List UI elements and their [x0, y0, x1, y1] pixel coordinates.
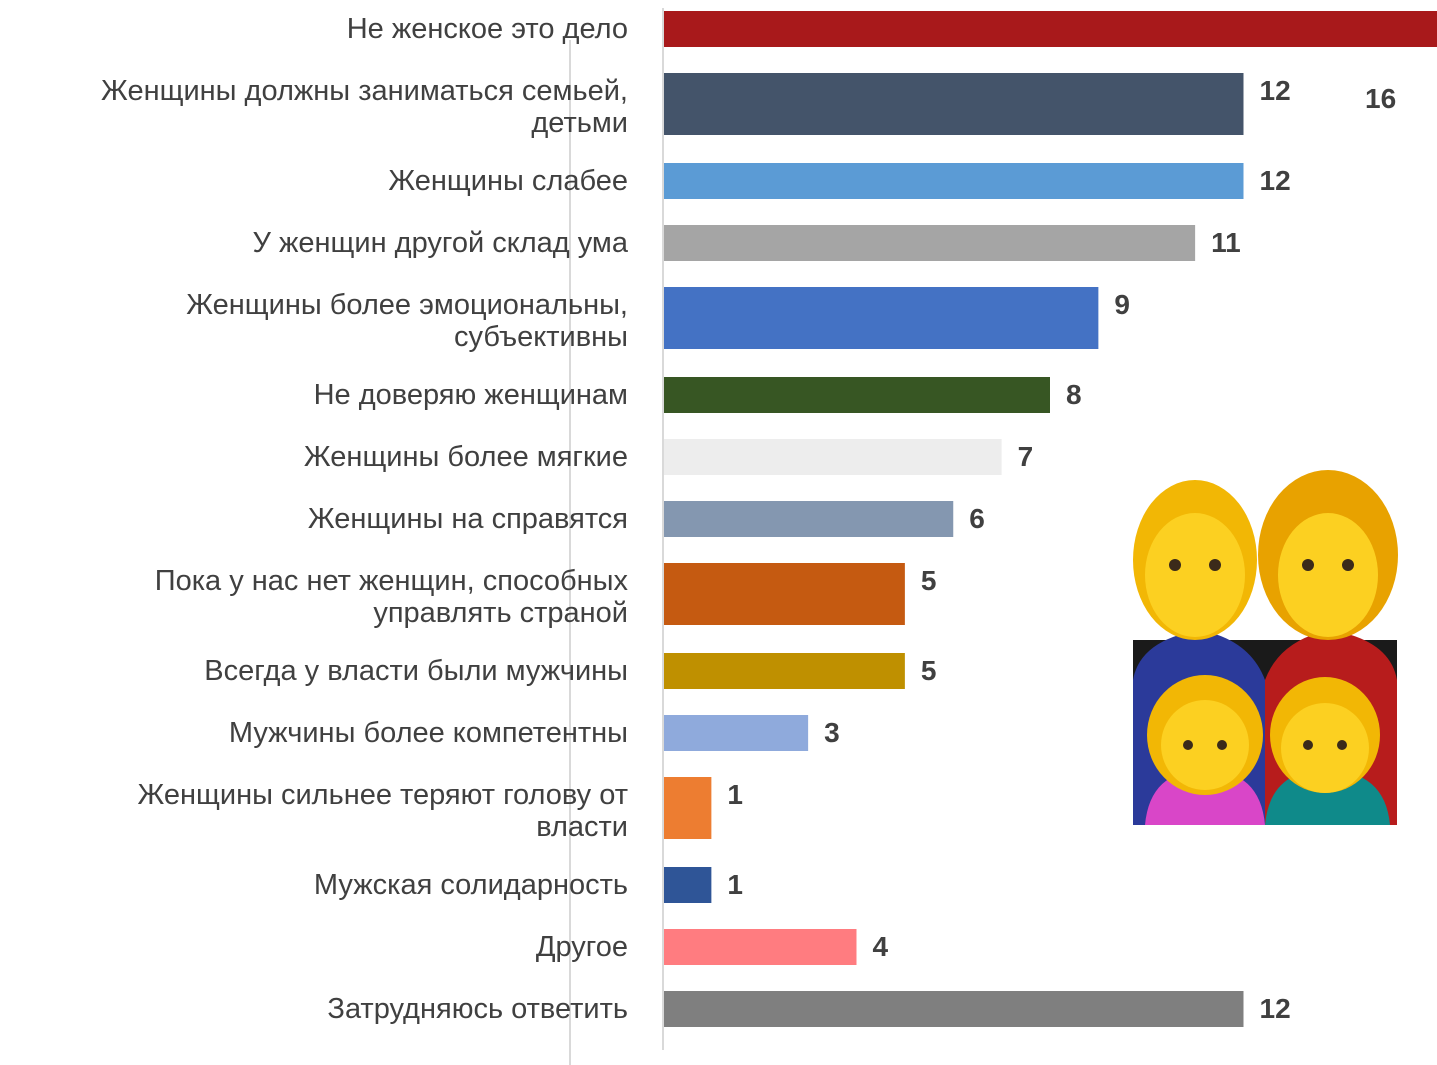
- value-label: 11: [1211, 227, 1241, 258]
- value-label: 5: [921, 565, 937, 596]
- bar: [663, 653, 905, 689]
- value-label: 9: [1114, 289, 1130, 320]
- category-label: У женщин другой склад ума: [253, 227, 629, 259]
- value-label: 4: [873, 931, 889, 962]
- category-label: Женщины слабее: [388, 165, 628, 197]
- bar: [663, 377, 1050, 413]
- value-label: 12: [1260, 75, 1291, 106]
- bar: [663, 163, 1244, 199]
- bar: [663, 991, 1244, 1027]
- category-label: Мужская солидарность: [314, 869, 628, 901]
- bar: [663, 439, 1002, 475]
- family-illustration: [1133, 470, 1398, 825]
- value-label: 8: [1066, 379, 1082, 410]
- category-label: Затрудняюсь ответить: [327, 993, 628, 1025]
- category-label: Другое: [536, 931, 628, 963]
- bar: [663, 563, 905, 625]
- category-label: Мужчины более компетентны: [229, 717, 628, 749]
- bar: [663, 225, 1196, 261]
- category-label: Всегда у власти были мужчины: [204, 655, 628, 687]
- value-label: 16: [1365, 83, 1396, 114]
- value-label: 5: [921, 655, 937, 686]
- value-label: 12: [1260, 993, 1291, 1024]
- bar: [663, 73, 1244, 135]
- value-label: 12: [1260, 165, 1291, 196]
- value-label: 6: [969, 503, 985, 534]
- bar: [663, 715, 809, 751]
- category-label: Женщины сильнее теряют голову от власти: [137, 779, 628, 843]
- value-label: 1: [727, 779, 743, 810]
- category-label: Пока у нас нет женщин, способных управлят…: [155, 565, 629, 629]
- category-label: Женщины должны заниматься семьей, детьми: [101, 75, 628, 139]
- category-label: Не доверяю женщинам: [314, 379, 628, 411]
- category-label: Женщины на справятся: [308, 503, 628, 535]
- category-label: Не женское это дело: [347, 13, 628, 45]
- bar: [663, 867, 712, 903]
- bar: [663, 777, 712, 839]
- bar: [663, 11, 1437, 47]
- value-label: 1: [727, 869, 743, 900]
- bar: [663, 929, 857, 965]
- value-label: 7: [1018, 441, 1034, 472]
- value-label: 3: [824, 717, 840, 748]
- bar: [663, 287, 1099, 349]
- bar: [663, 501, 954, 537]
- category-label: Женщины более мягкие: [304, 441, 628, 473]
- category-label: Женщины более эмоциональны, субъективны: [186, 289, 628, 353]
